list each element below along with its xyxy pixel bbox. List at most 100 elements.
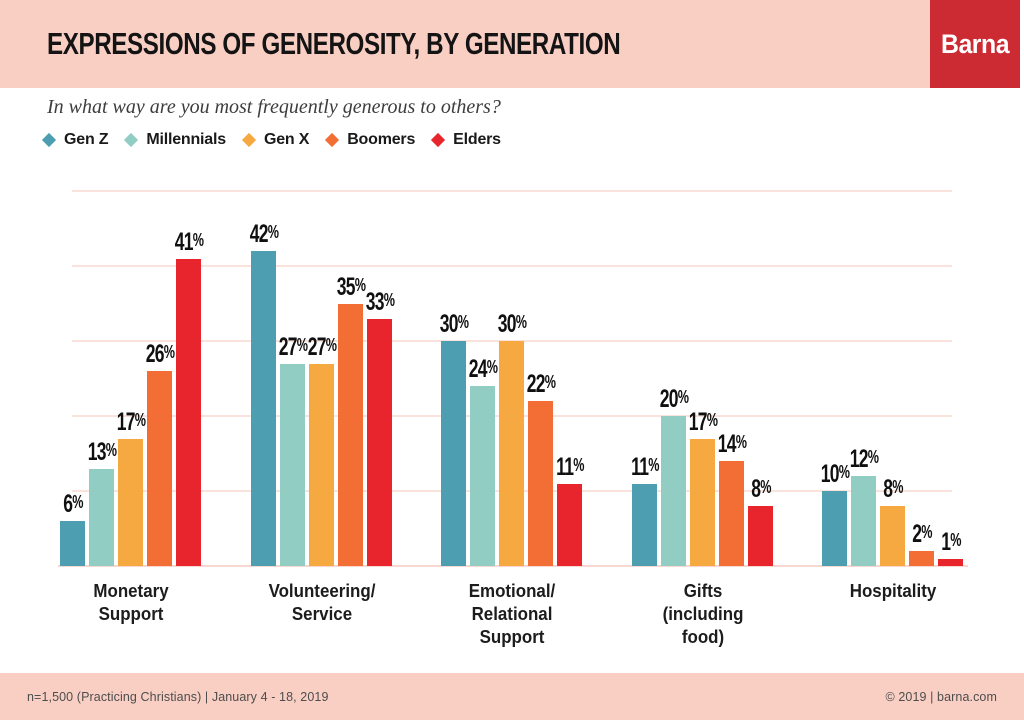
percent-sign: % <box>759 477 771 498</box>
bar-value-label: 12% <box>841 445 886 474</box>
legend: Gen Z Millennials Gen X Boomers Elders <box>41 131 501 149</box>
bar-value-label: 17% <box>108 408 153 437</box>
header-pink-band: EXPRESSIONS OF GENEROSITY, BY GENERATION <box>0 0 930 88</box>
bar-value-number: 11 <box>630 452 649 481</box>
x-axis-baseline <box>58 565 968 567</box>
bar-value-number: 13 <box>87 437 106 466</box>
category-label: Emotional/ Relational Support <box>468 581 555 648</box>
percent-sign: % <box>920 522 932 543</box>
bar-value-number: 8 <box>882 475 893 503</box>
bar-gen-x <box>499 341 524 566</box>
percent-sign: % <box>544 372 555 393</box>
barna-logo-text: Barna <box>940 28 1010 59</box>
bar-millennials <box>280 363 305 566</box>
percent-sign: % <box>838 462 849 483</box>
footer-band: n=1,500 (Practicing Christians) | Januar… <box>0 673 1024 720</box>
bar-millennials <box>470 386 495 566</box>
bar-value-label: 17% <box>680 408 725 437</box>
percent-sign: % <box>949 529 961 550</box>
bar-value-number: 11 <box>555 452 574 481</box>
bar-value-number: 20 <box>659 385 678 413</box>
bar-boomers <box>528 401 553 566</box>
category-label: Hospitality <box>849 581 936 601</box>
bar-value-label: 14% <box>709 430 754 459</box>
bar-value-label: 1% <box>928 528 973 557</box>
percent-sign: % <box>572 454 584 475</box>
bar-value-number: 6 <box>62 490 73 518</box>
bar-value-number: 27 <box>278 332 297 361</box>
gridline <box>72 190 952 192</box>
bar-value-label: 33% <box>357 288 402 317</box>
bar-gen-z <box>822 491 847 566</box>
bar-value-label: 27% <box>270 333 315 362</box>
bar-millennials <box>661 416 686 566</box>
bar-value-label: 24% <box>460 355 505 384</box>
bar-gen-x <box>309 363 334 566</box>
bar-value-number: 42 <box>249 220 268 248</box>
bar-gen-z <box>441 341 466 566</box>
percent-sign: % <box>706 409 717 430</box>
bar-elders <box>557 483 582 566</box>
bar-value-number: 27 <box>307 332 326 361</box>
bar-value-label: 11% <box>622 453 667 482</box>
bar-value-number: 10 <box>820 460 839 488</box>
percent-sign: % <box>134 409 145 430</box>
bar-value-number: 30 <box>497 310 516 338</box>
bar-value-number: 8 <box>750 475 761 503</box>
percent-sign: % <box>325 334 336 355</box>
bar-value-number: 17 <box>116 407 135 436</box>
copyright-note: © 2019 | barna.com <box>885 689 997 704</box>
bar-value-label: 26% <box>137 340 182 369</box>
bar-value-label: 27% <box>299 333 344 362</box>
percent-sign: % <box>457 312 468 333</box>
percent-sign: % <box>891 477 903 498</box>
bar-boomers <box>338 303 363 566</box>
legend-label: Gen Z <box>64 131 109 148</box>
bar-value-number: 22 <box>526 370 545 398</box>
legend-item: Elders <box>431 131 501 149</box>
bar-elders <box>176 258 201 566</box>
bar-value-label: 10% <box>812 460 857 489</box>
bar-value-label: 6% <box>50 490 95 519</box>
category-label: Gifts (including food) <box>662 581 743 648</box>
bar-value-number: 12 <box>849 445 868 473</box>
page-title: EXPRESSIONS OF GENEROSITY, BY GENERATION <box>47 26 621 61</box>
bar-gen-x <box>690 438 715 566</box>
bar-boomers <box>909 551 934 566</box>
percent-sign: % <box>867 447 878 468</box>
percent-sign: % <box>354 274 365 295</box>
percent-sign: % <box>647 454 659 475</box>
percent-sign: % <box>735 432 746 453</box>
percent-sign: % <box>383 289 394 310</box>
legend-item: Boomers <box>325 131 415 149</box>
bar-value-number: 2 <box>911 520 922 548</box>
bar-value-label: 2% <box>899 520 944 549</box>
category-label: Volunteering/ Service <box>268 581 375 625</box>
percent-sign: % <box>163 342 174 363</box>
bar-value-number: 17 <box>688 407 707 436</box>
percent-sign: % <box>486 357 497 378</box>
bar-millennials <box>89 468 114 566</box>
bar-value-label: 11% <box>547 453 592 482</box>
bar-elders <box>367 318 392 566</box>
legend-item: Gen Z <box>41 131 109 149</box>
bar-gen-x <box>118 438 143 566</box>
legend-label: Gen X <box>263 131 310 148</box>
bar-value-label: 8% <box>870 475 915 504</box>
bar-value-number: 24 <box>468 355 487 383</box>
bar-value-label: 13% <box>79 438 124 467</box>
bar-value-number: 1 <box>940 527 951 556</box>
barna-logo: Barna <box>930 0 1020 88</box>
survey-question: In what way are you most frequently gene… <box>47 96 501 118</box>
sample-note: n=1,500 (Practicing Christians) | Januar… <box>27 689 329 704</box>
bar-value-label: 30% <box>489 310 534 339</box>
bar-value-number: 14 <box>717 430 736 458</box>
bar-elders <box>748 506 773 566</box>
bar-value-number: 41 <box>174 227 193 256</box>
bar-boomers <box>147 371 172 566</box>
bar-millennials <box>851 476 876 566</box>
bar-value-number: 26 <box>145 340 164 368</box>
header-band: EXPRESSIONS OF GENEROSITY, BY GENERATION… <box>0 0 1024 88</box>
legend-item: Millennials <box>124 131 226 149</box>
